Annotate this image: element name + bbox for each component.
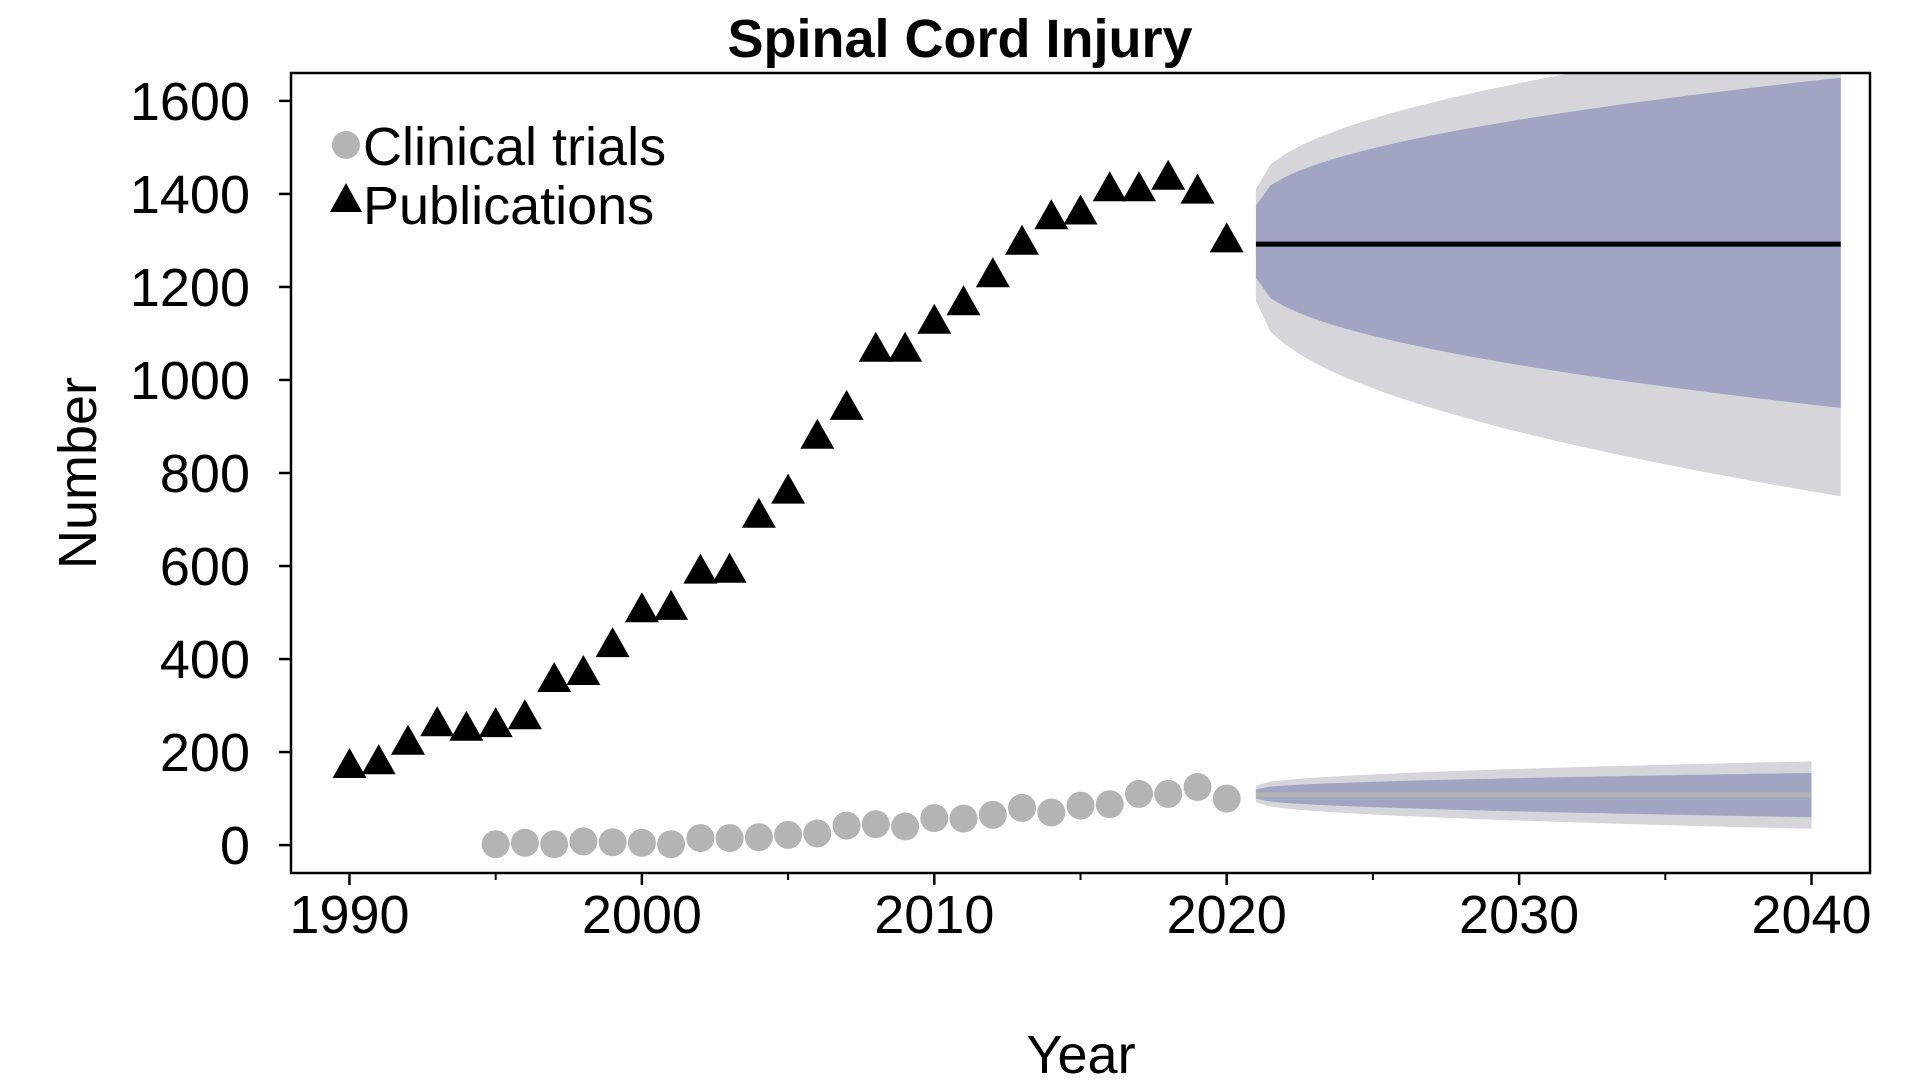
x-tick-label: 2040 bbox=[1751, 885, 1871, 945]
y-tick-label: 200 bbox=[160, 723, 250, 783]
point-publications bbox=[741, 497, 776, 528]
point-clinical-trials bbox=[744, 823, 773, 852]
legend-marker-publications bbox=[330, 183, 362, 212]
point-clinical-trials bbox=[949, 804, 978, 833]
point-clinical-trials bbox=[569, 827, 598, 856]
point-publications bbox=[888, 331, 923, 362]
point-publications bbox=[946, 285, 981, 316]
y-tick-label: 1200 bbox=[130, 258, 250, 318]
point-publications bbox=[829, 389, 864, 420]
point-publications bbox=[391, 724, 425, 755]
point-clinical-trials bbox=[715, 824, 744, 853]
point-publications bbox=[1180, 173, 1215, 204]
point-clinical-trials bbox=[920, 804, 949, 833]
x-tick-label: 2020 bbox=[1167, 885, 1287, 945]
point-clinical-trials bbox=[1037, 798, 1066, 827]
point-clinical-trials bbox=[657, 830, 686, 859]
legend: Clinical trials Publications bbox=[330, 117, 666, 236]
point-clinical-trials bbox=[774, 820, 803, 849]
x-tick-label: 1990 bbox=[289, 885, 409, 945]
point-publications bbox=[712, 552, 747, 583]
point-clinical-trials bbox=[832, 811, 861, 840]
point-publications bbox=[507, 699, 542, 730]
point-publications bbox=[771, 473, 806, 504]
y-tick-label: 0 bbox=[220, 816, 250, 876]
point-publications bbox=[537, 662, 572, 692]
point-publications bbox=[1092, 171, 1127, 202]
point-publications bbox=[478, 707, 513, 738]
point-clinical-trials bbox=[1154, 779, 1183, 808]
chart-title: Spinal Cord Injury bbox=[727, 9, 1192, 69]
point-clinical-trials bbox=[686, 824, 715, 853]
point-publications bbox=[800, 418, 835, 449]
point-clinical-trials bbox=[803, 819, 832, 848]
point-clinical-trials bbox=[510, 828, 539, 857]
data-markers bbox=[332, 159, 1244, 859]
point-publications bbox=[566, 655, 601, 685]
legend-label-clinical-trials: Clinical trials bbox=[363, 117, 666, 177]
legend-marker-clinical-trials bbox=[332, 131, 360, 159]
point-clinical-trials bbox=[978, 800, 1007, 829]
y-tick-label: 1400 bbox=[130, 165, 250, 225]
point-publications bbox=[595, 627, 630, 658]
point-clinical-trials bbox=[1183, 773, 1212, 801]
point-publications bbox=[420, 706, 455, 737]
point-publications bbox=[1122, 171, 1156, 202]
legend-label-publications: Publications bbox=[363, 176, 654, 236]
point-publications bbox=[917, 303, 952, 334]
point-clinical-trials bbox=[598, 828, 627, 857]
y-tick-label: 1600 bbox=[130, 72, 250, 132]
x-tick-label: 2000 bbox=[582, 885, 702, 945]
point-publications bbox=[361, 744, 396, 775]
point-publications bbox=[1151, 159, 1186, 190]
point-publications bbox=[1209, 222, 1244, 253]
y-tick-label: 800 bbox=[160, 444, 250, 504]
y-tick-label: 1000 bbox=[130, 351, 250, 411]
point-clinical-trials bbox=[1095, 790, 1124, 819]
point-publications bbox=[858, 331, 893, 362]
point-publications bbox=[975, 257, 1010, 288]
point-clinical-trials bbox=[1125, 779, 1153, 808]
y-axis-title: Number bbox=[48, 377, 108, 569]
point-publications bbox=[449, 710, 484, 741]
point-clinical-trials bbox=[481, 830, 510, 859]
point-publications bbox=[1063, 194, 1098, 225]
forecast-lines bbox=[1255, 241, 1841, 798]
y-tick-label: 400 bbox=[160, 630, 250, 690]
point-clinical-trials bbox=[861, 810, 890, 839]
point-clinical-trials bbox=[1212, 784, 1241, 813]
x-axis-title: Year bbox=[1026, 1025, 1135, 1080]
x-tick-label: 2030 bbox=[1459, 885, 1579, 945]
x-tick-label: 2010 bbox=[874, 885, 994, 945]
point-publications bbox=[332, 748, 367, 778]
point-publications bbox=[683, 553, 718, 584]
point-clinical-trials bbox=[1066, 791, 1095, 820]
y-tick-label: 600 bbox=[160, 537, 250, 597]
point-clinical-trials bbox=[627, 828, 656, 857]
point-clinical-trials bbox=[891, 812, 920, 841]
point-publications bbox=[654, 589, 689, 620]
x-axis: 1990 2000 2010 2020 2030 2040 bbox=[289, 873, 1872, 945]
y-axis: 0 200 400 600 800 1000 1200 1400 1600 bbox=[130, 72, 291, 876]
point-clinical-trials bbox=[540, 830, 569, 859]
point-publications bbox=[624, 592, 659, 623]
point-publications bbox=[1005, 224, 1039, 255]
forecast-bands bbox=[1255, 73, 1841, 829]
point-publications bbox=[1034, 199, 1069, 230]
point-clinical-trials bbox=[1008, 793, 1036, 822]
